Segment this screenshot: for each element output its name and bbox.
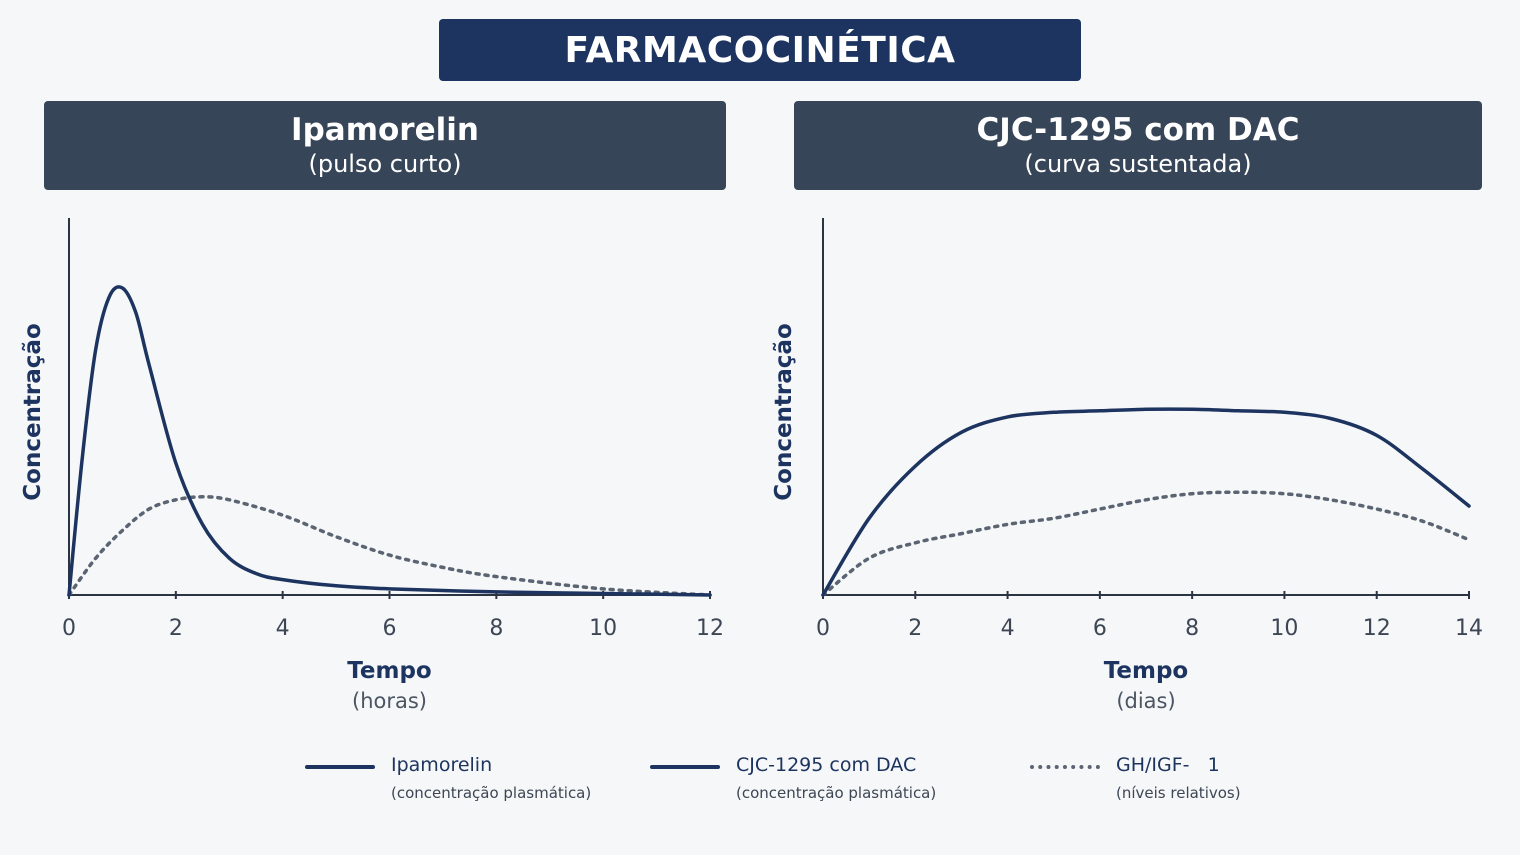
- x-tick-label: 0: [816, 616, 830, 641]
- page-title: FARMACOCINÉTICA: [439, 19, 1081, 81]
- legend-name: CJC-1295 com DAC: [736, 754, 917, 776]
- x-tick-label: 4: [276, 616, 290, 641]
- x-tick-label: 14: [1455, 616, 1483, 641]
- legend-item-gh-igf1: GH/IGF- 1 (níveis relativos): [1030, 752, 1330, 812]
- legend-dotted-swatch: [1030, 765, 1100, 769]
- x-axis-unit: (dias): [1116, 689, 1175, 713]
- x-tick-label: 12: [696, 616, 724, 641]
- series-line-gh-igf-1: [67, 495, 712, 597]
- x-tick-label: 8: [1185, 616, 1199, 641]
- x-tick-label: 10: [1270, 616, 1298, 641]
- x-axis-unit: (horas): [352, 689, 427, 713]
- legend-name: GH/IGF- 1: [1116, 754, 1220, 776]
- chart-ipamorelin: 0 2 4 6 8 10 12 Tempo (horas) Concentração: [20, 218, 724, 713]
- panel-title: Ipamorelin: [291, 112, 479, 148]
- legend-solid-swatch: [650, 765, 720, 769]
- series-line-ipamorelin: [67, 285, 712, 597]
- y-axis-title: Concentração: [771, 323, 797, 500]
- series-line-gh-igf-1: [821, 490, 1471, 597]
- panel-header-ipamorelin: Ipamorelin (pulso curto): [44, 101, 726, 190]
- x-tick-label: 4: [1001, 616, 1015, 641]
- legend-name: Ipamorelin: [391, 754, 493, 776]
- x-tick-label: 10: [589, 616, 617, 641]
- x-axis-title: Tempo: [347, 658, 431, 684]
- x-axis-title: Tempo: [1104, 658, 1188, 684]
- chart-cjc1295: 0 2 4 6 8 10 12 14 Tempo (dias) Concentração: [771, 218, 1483, 713]
- x-tick-label: 12: [1363, 616, 1391, 641]
- panel-subtitle: (curva sustentada): [1024, 150, 1252, 178]
- legend-desc: (concentração plasmática): [391, 784, 592, 802]
- legend-item-cjc1295: CJC-1295 com DAC (concentração plasmátic…: [650, 752, 970, 812]
- legend-desc: (níveis relativos): [1116, 784, 1241, 802]
- x-tick-label: 2: [169, 616, 183, 641]
- y-axis-title: Concentração: [20, 323, 46, 500]
- panel-title: CJC-1295 com DAC: [976, 112, 1300, 148]
- legend-solid-swatch: [305, 765, 375, 769]
- legend-desc: (concentração plasmática): [736, 784, 937, 802]
- x-tick-label: 2: [908, 616, 922, 641]
- panel-header-cjc1295: CJC-1295 com DAC (curva sustentada): [794, 101, 1482, 190]
- x-tick-label: 6: [1093, 616, 1107, 641]
- panel-subtitle: (pulso curto): [308, 150, 462, 178]
- x-tick-label: 8: [489, 616, 503, 641]
- legend-item-ipamorelin: Ipamorelin (concentração plasmática): [305, 752, 625, 812]
- x-tick-label: 0: [62, 616, 76, 641]
- series-line-cjc-1295-com-dac: [821, 407, 1471, 597]
- x-tick-label: 6: [383, 616, 397, 641]
